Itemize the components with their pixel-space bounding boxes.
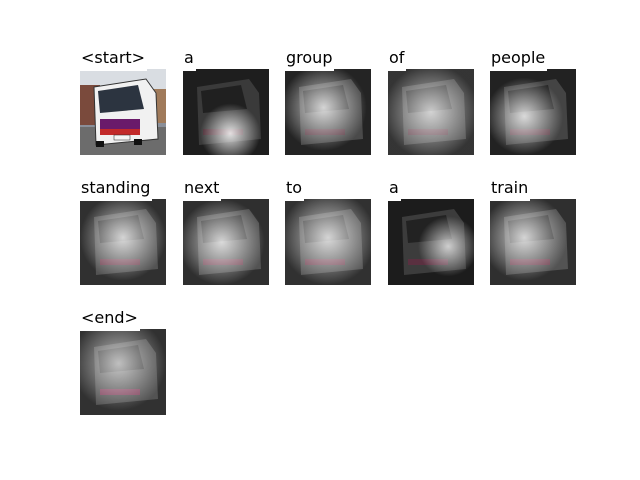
caption-word-label: to [285,175,305,201]
attention-heatmap-image [80,329,166,415]
word-cell: people [490,45,576,175]
attention-heatmap-image [388,69,474,155]
caption-word-label: <start> [80,45,148,71]
word-cell: <start> [80,45,166,175]
caption-word-label: standing [80,175,153,201]
attention-heatmap-image [183,199,269,285]
caption-word-label: of [388,45,407,71]
word-cell: a [388,175,474,305]
attention-heatmap-image [285,69,371,155]
word-cell: to [285,175,371,305]
caption-word-label: next [183,175,222,201]
word-cell: train [490,175,576,305]
word-cell: a [183,45,269,175]
original-bus-image [80,69,166,155]
word-cell: standing [80,175,166,305]
attention-heatmap-image [388,199,474,285]
word-cell: group [285,45,371,175]
word-cell: of [388,45,474,175]
attention-heatmap-image [285,199,371,285]
attention-heatmap-image [490,199,576,285]
caption-word-label: group [285,45,335,71]
caption-word-label: a [388,175,401,201]
caption-word-label: people [490,45,548,71]
attention-heatmap-image [183,69,269,155]
word-cell: <end> [80,305,166,435]
attention-heatmap-image [80,199,166,285]
caption-word-label: a [183,45,196,71]
caption-word-label: train [490,175,531,201]
caption-word-label: <end> [80,305,140,331]
attention-heatmap-image [490,69,576,155]
word-cell: next [183,175,269,305]
